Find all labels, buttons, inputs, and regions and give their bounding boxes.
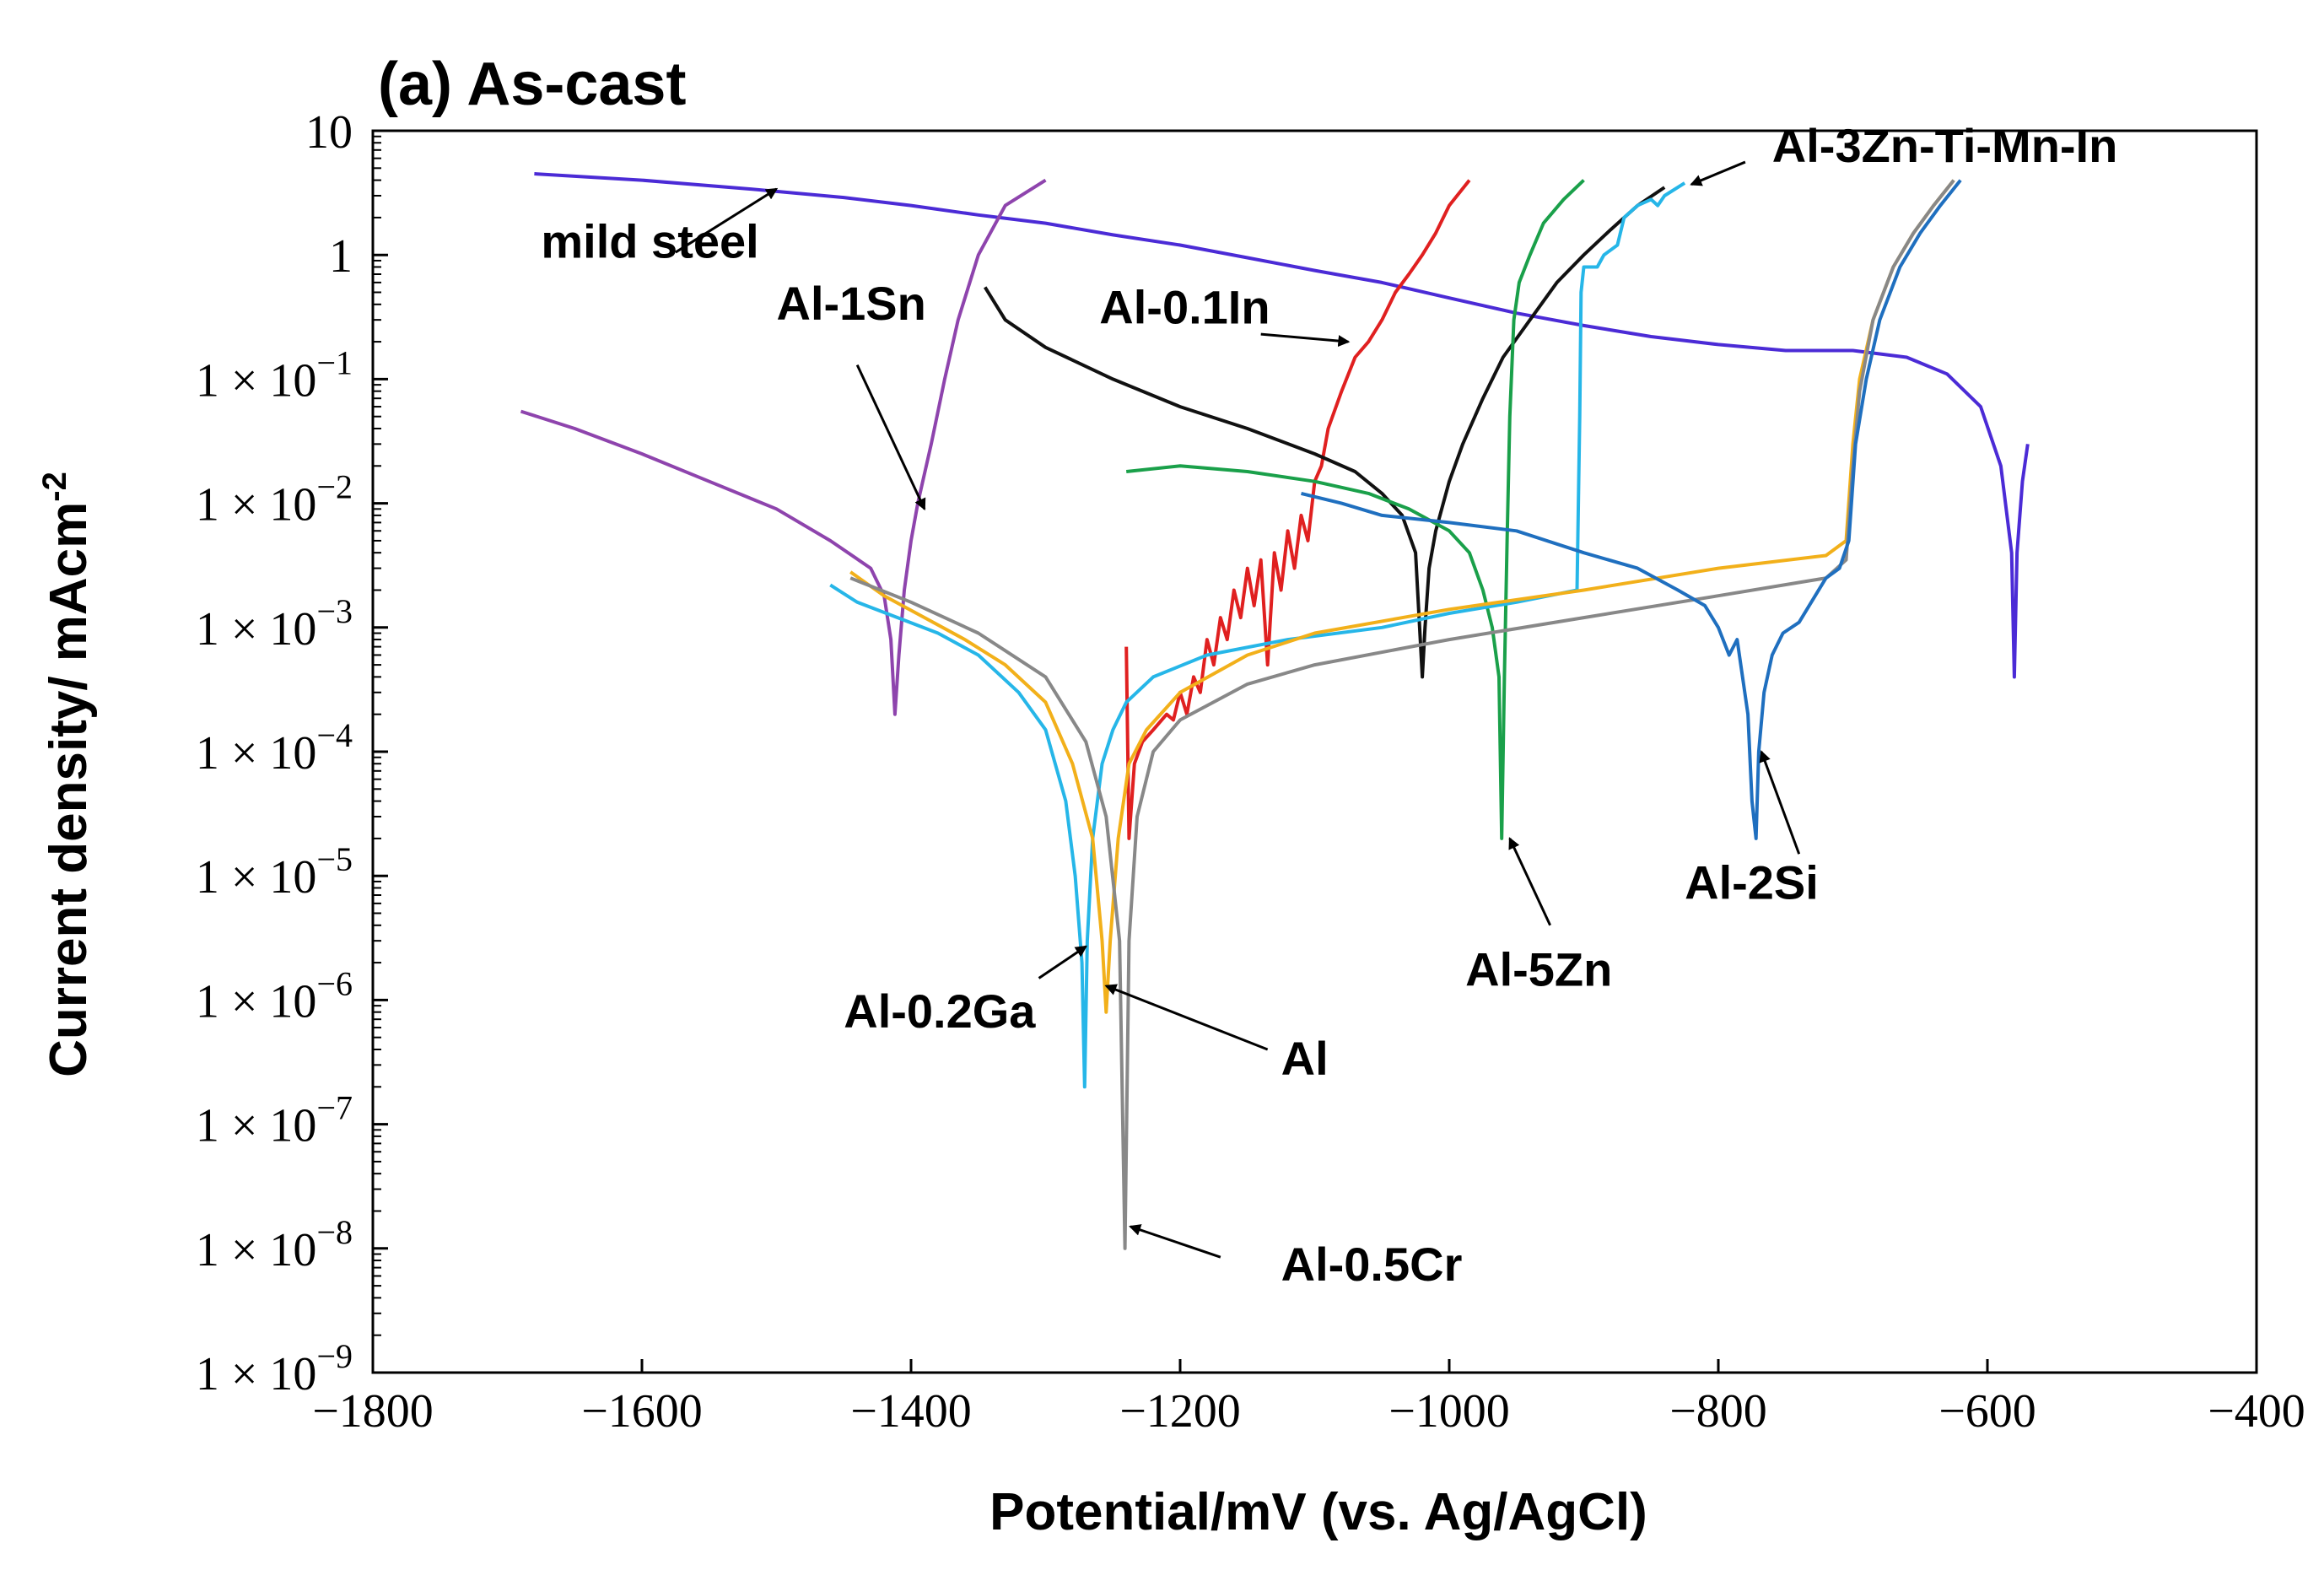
- x-tick-label: −1200: [1119, 1385, 1241, 1438]
- annotation-arrow-al-5zn: [1508, 837, 1551, 926]
- annotation-arrow-al-3zn-ti-mn-in: [1690, 160, 1746, 186]
- series-line-al-1sn: [520, 178, 1047, 716]
- annotation-arrow-al: [1104, 984, 1269, 1051]
- annotation-label-al-3zn-ti-mn-in: Al-3Zn-Ti-Mn-In: [1772, 119, 2118, 172]
- annotation-label-al-0-1in: Al-0.1In: [1099, 281, 1270, 334]
- series-line-al-0-5cr: [849, 179, 1955, 1250]
- annotation-arrow-al-2si: [1759, 750, 1801, 855]
- annotation-label-al: Al: [1281, 1032, 1329, 1085]
- y-tick-label: 1 × 10−1: [196, 343, 353, 407]
- x-axis-label: Potential/mV (vs. Ag/AgCl): [989, 1483, 1647, 1541]
- y-tick-label: 1 × 10−3: [196, 592, 353, 656]
- y-axis-label-superscript: -2: [36, 472, 73, 502]
- series-line-al-5zn: [1125, 179, 1585, 840]
- y-axis-label-main: Current density/ mAcm: [40, 502, 98, 1077]
- annotation-arrow-al-0-5cr: [1129, 1224, 1221, 1259]
- series-line-al-0-1in: [1124, 179, 1471, 840]
- y-tick-label: 1 × 10−6: [196, 964, 353, 1028]
- series-layer: [520, 172, 2030, 1250]
- x-tick-label: −600: [1938, 1385, 2036, 1438]
- series-line-al-3zn-ti-mn-in: [983, 186, 1666, 679]
- y-tick-label: 1 × 10−7: [196, 1089, 353, 1152]
- x-tick-label: −1400: [850, 1385, 972, 1438]
- series-line-al-0-2ga: [829, 181, 1686, 1089]
- annotation-arrow-al-1sn: [855, 364, 926, 511]
- y-tick-label: 1 × 10−8: [196, 1213, 353, 1276]
- series-line-al-2si: [1301, 179, 1962, 840]
- annotation-layer: mild steel Al-1Sn Al-0.1In Al-3Zn-Ti-Mn-In A…: [541, 119, 2117, 1291]
- annotation-arrow-al-0-1in: [1260, 332, 1351, 348]
- annotation-arrow-al-0-2ga: [1038, 945, 1088, 979]
- y-tick-label: 1 × 10−2: [196, 468, 353, 531]
- annotation-arrow-mild-steel: [675, 187, 779, 254]
- x-tick-label: −400: [2208, 1385, 2305, 1438]
- x-tick-label: −1000: [1388, 1385, 1510, 1438]
- y-tick-label: 1 × 10−5: [196, 840, 353, 904]
- series-line-mild-steel: [534, 172, 2030, 679]
- x-tick-label: −1600: [581, 1385, 703, 1438]
- y-axis-label: Current density/ mAcm-2: [36, 472, 98, 1077]
- annotation-label-al-1sn: Al-1Sn: [777, 277, 926, 330]
- ticks-layer: −1800 −1600 −1400 −1200 −1000 −800 −600 −400 10 1…: [196, 106, 2305, 1438]
- annotation-label-al-0-5cr: Al-0.5Cr: [1281, 1238, 1463, 1291]
- y-tick-label: 1 × 10−9: [196, 1337, 353, 1400]
- chart-title: (a) As-cast: [378, 51, 686, 118]
- annotation-label-al-5zn: Al-5Zn: [1465, 943, 1612, 996]
- plot-frame: [371, 129, 2258, 1374]
- annotation-label-mild-steel: mild steel: [541, 214, 758, 267]
- y-tick-label: 10: [305, 106, 353, 159]
- y-tick-label: 1 × 10−4: [196, 716, 353, 780]
- annotation-label-al-2si: Al-2Si: [1685, 856, 1819, 909]
- y-tick-label: 1: [329, 230, 353, 283]
- annotation-label-al-0-2ga: Al-0.2Ga: [844, 985, 1036, 1038]
- x-tick-label: −800: [1669, 1385, 1767, 1438]
- x-tick-label: −1800: [312, 1385, 434, 1438]
